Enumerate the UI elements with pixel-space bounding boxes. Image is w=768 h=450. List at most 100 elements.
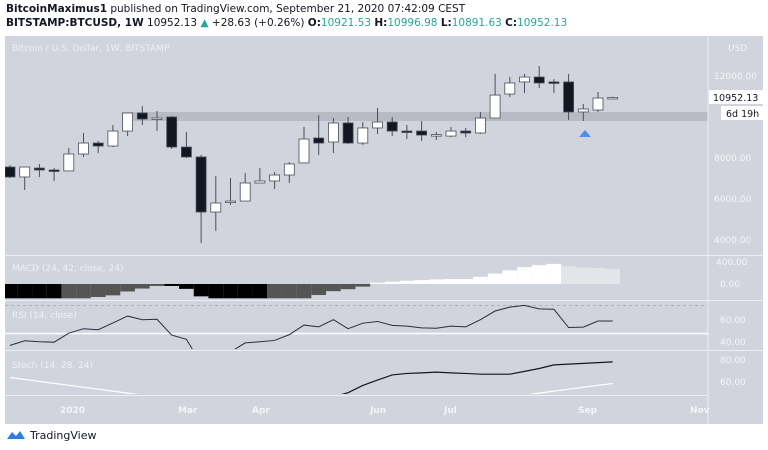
macd-bar [223, 284, 238, 299]
price-tick: 12000.00 [714, 72, 757, 82]
candle [107, 124, 119, 148]
candle-body-down [92, 142, 104, 147]
stoch-plot [9, 361, 613, 394]
candle [519, 73, 530, 94]
candle [210, 176, 222, 231]
candle [313, 114, 325, 155]
candle [34, 163, 45, 178]
candle-body-up [19, 166, 31, 178]
candle [504, 77, 516, 98]
candle-body-up [592, 97, 604, 111]
macd-bar [546, 263, 562, 284]
candle-body-up [107, 130, 119, 147]
last-price: 10952.13 [147, 17, 198, 29]
open-value: 10921.53 [320, 17, 372, 29]
macd-bar [134, 284, 150, 289]
candle-body-down [136, 112, 148, 120]
candle-body-up [298, 138, 310, 164]
candle-body-up [269, 174, 281, 182]
price-axis[interactable]: USD 12000.00 8000.00 6000.00 4000.00 400… [714, 44, 757, 388]
bar-countdown: 6d 19h [726, 109, 759, 120]
author-name[interactable]: BitcoinMaximus1 [6, 3, 108, 15]
macd-label: MACD (24, 42, close, 24) [12, 264, 124, 274]
macd-bar [590, 268, 606, 284]
candle [548, 79, 560, 94]
candle-body-up [357, 127, 369, 144]
macd-bar [370, 282, 385, 284]
candle [151, 111, 163, 132]
rsi-tick: 40.00 [720, 338, 746, 348]
published-text: published on TradingView.com, September … [110, 3, 466, 15]
candle-body-down [313, 137, 325, 144]
candle [5, 164, 16, 178]
candle [19, 166, 31, 190]
price-tick: 8000.00 [714, 154, 751, 164]
candle-body-up [504, 82, 516, 95]
candle-body-down [166, 116, 178, 148]
stoch-k-line [341, 361, 613, 394]
macd-bar [76, 284, 91, 299]
rsi-plot [5, 304, 708, 349]
time-label: Mar [178, 406, 198, 416]
macd-bar [281, 284, 297, 299]
blue-triangle-up-marker [579, 130, 591, 137]
countdown-badge [721, 106, 763, 120]
candle [166, 115, 178, 149]
low-label: L: [440, 17, 452, 29]
rsi-label: RSI (14, close) [12, 311, 77, 321]
macd-bar [46, 284, 62, 299]
candle [195, 154, 207, 244]
tradingview-logo[interactable]: TradingView [6, 428, 96, 442]
close-value: 10952.13 [517, 17, 568, 29]
candle-body-up [519, 76, 530, 83]
candle-body-up [239, 182, 251, 202]
macd-bar [605, 269, 621, 284]
candle-body-up [372, 121, 383, 129]
candle-body-down [563, 81, 574, 113]
candle-body-up [63, 153, 75, 172]
macd-bar [473, 276, 488, 284]
candle-body-up [283, 163, 295, 176]
macd-bar [458, 279, 474, 284]
time-label: Jun [369, 406, 386, 416]
macd-bar [443, 279, 459, 284]
macd-tick: 0.00 [720, 280, 740, 290]
resistance-band [122, 112, 708, 121]
candle-body-down [342, 122, 354, 144]
stoch-tick: 60.00 [720, 378, 746, 388]
macd-bar [384, 281, 400, 284]
candle-body-down [416, 130, 428, 136]
last-price-badge [709, 90, 763, 104]
candle-body-up [430, 134, 442, 137]
candle [254, 168, 266, 184]
high-label: H: [374, 17, 388, 29]
candle [401, 124, 413, 140]
high-value: 10996.98 [387, 17, 438, 29]
publish-info: BitcoinMaximus1 published on TradingView… [6, 3, 465, 15]
macd-bar [164, 284, 180, 286]
candle-body-down [401, 130, 413, 133]
candle [239, 172, 251, 202]
candle-body-up [151, 117, 163, 120]
candle [283, 162, 295, 184]
candle [269, 171, 281, 189]
stoch-tick: 80.00 [720, 356, 746, 366]
macd-bar [531, 265, 547, 284]
time-axis[interactable]: 2020 Mar Apr Jun Jul Sep Nov [60, 406, 710, 416]
candle [122, 112, 133, 137]
low-value: 10891.63 [451, 17, 502, 29]
candle [445, 127, 457, 138]
macd-bar [208, 284, 224, 299]
candle-body-down [180, 146, 192, 158]
macd-bar [296, 284, 312, 299]
tradingview-wordmark: TradingView [30, 428, 97, 442]
macd-bar [17, 284, 33, 299]
candle-body-down [548, 81, 560, 84]
time-label: Apr [252, 406, 270, 416]
candle [430, 131, 442, 140]
macd-bar [90, 284, 106, 297]
candle-body-up [445, 130, 457, 137]
candle-body-up [327, 122, 339, 143]
candle-body-up [254, 180, 266, 184]
